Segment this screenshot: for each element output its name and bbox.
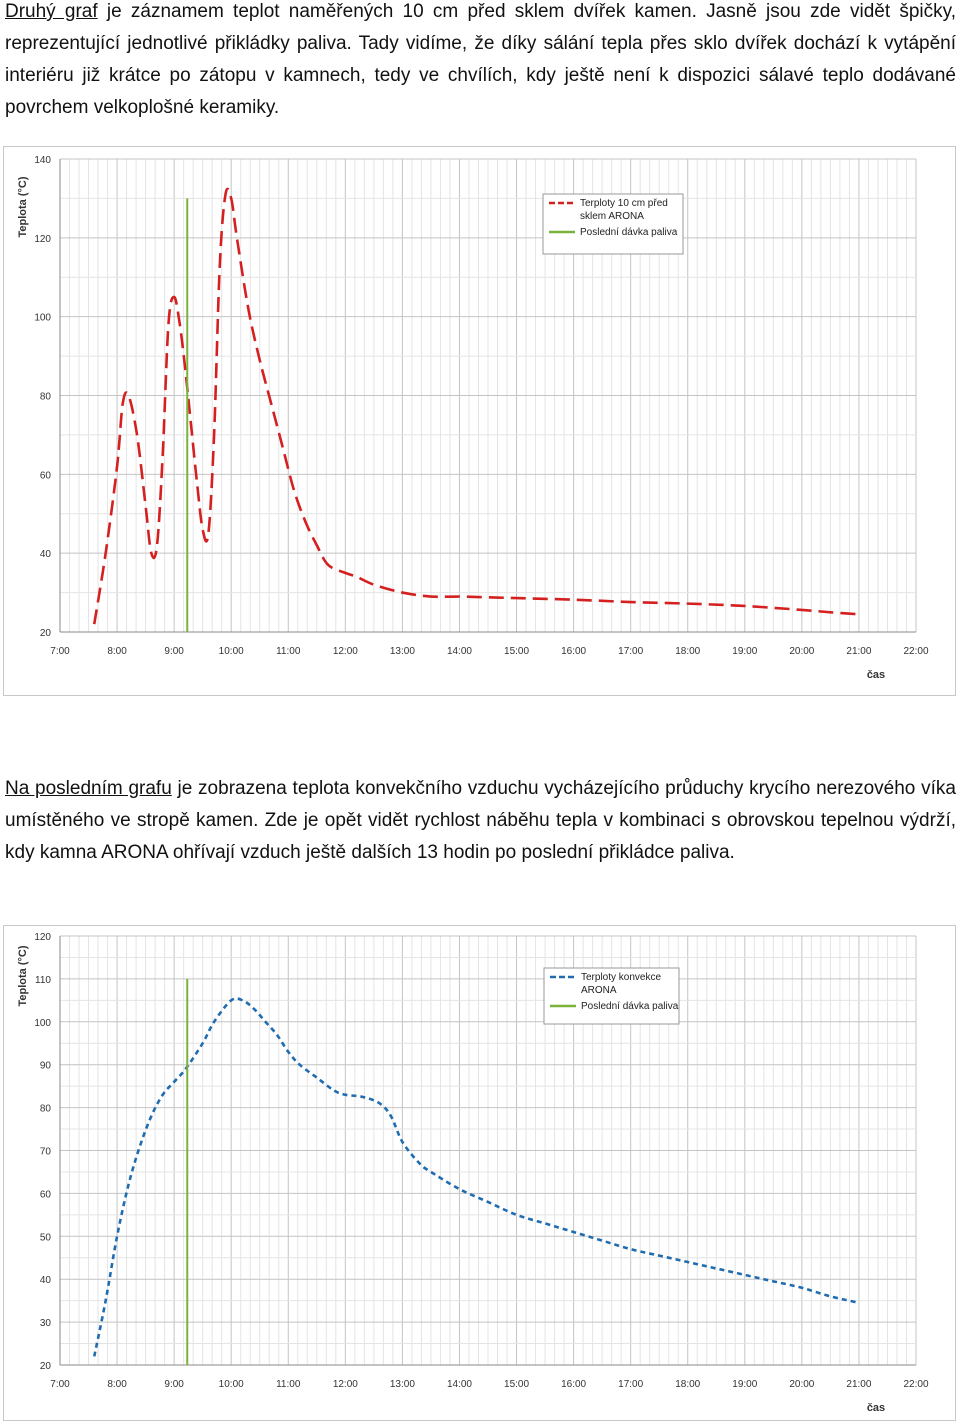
y-tick-label: 100 bbox=[34, 313, 51, 324]
y-tick-label: 80 bbox=[40, 1104, 52, 1115]
x-tick-label: 19:00 bbox=[732, 646, 757, 657]
x-axis-title: čas bbox=[867, 669, 885, 681]
x-tick-label: 14:00 bbox=[447, 646, 472, 657]
link-druhy-graf[interactable]: Druhý graf bbox=[5, 1, 98, 22]
x-tick-label: 22:00 bbox=[903, 1379, 928, 1390]
paragraph-chart1-description: Druhý graf je záznamem teplot naměřených… bbox=[5, 0, 956, 124]
chart-front-glass-temperature: 20 40 60 80 100 120 140 7:00 8:00 9:00 10:00 11:00 1… bbox=[3, 146, 956, 696]
y-tick-label: 120 bbox=[34, 932, 51, 943]
x-tick-label: 18:00 bbox=[675, 1379, 700, 1390]
x-tick-label: 17:00 bbox=[618, 1379, 643, 1390]
legend-label-1: Poslední dávka paliva bbox=[581, 1001, 679, 1012]
link-posledni-graf[interactable]: Na posledním grafu bbox=[5, 778, 172, 799]
y-tick-label: 20 bbox=[40, 1361, 52, 1372]
x-tick-label: 19:00 bbox=[732, 1379, 757, 1390]
x-tick-label: 15:00 bbox=[504, 1379, 529, 1390]
chart1-temperature-series bbox=[92, 187, 860, 625]
x-tick-label: 14:00 bbox=[447, 1379, 472, 1390]
x-tick-label: 21:00 bbox=[846, 646, 871, 657]
y-tick-label: 110 bbox=[35, 975, 51, 986]
paragraph1-text: je záznamem teplot naměřených 10 cm před… bbox=[5, 1, 956, 118]
y-tick-label: 80 bbox=[40, 392, 52, 403]
legend-label-0: sklem ARONA bbox=[580, 211, 644, 222]
y-axis-title: Teplota (°C) bbox=[17, 176, 29, 237]
x-tick-label: 22:00 bbox=[903, 646, 928, 657]
chart-convection-temperature: 20 30 40 50 60 70 80 90 100 110 120 7:00 8:00 9:00 10:… bbox=[3, 925, 956, 1421]
legend-label-0: ARONA bbox=[581, 985, 617, 996]
chart1-svg: 20 40 60 80 100 120 140 7:00 8:00 9:00 10:00 11:00 1… bbox=[17, 155, 929, 681]
y-tick-label: 50 bbox=[40, 1232, 52, 1243]
x-tick-label: 8:00 bbox=[107, 646, 127, 657]
paragraph-chart2-description: Na posledním grafu je zobrazena teplota … bbox=[5, 773, 956, 869]
x-tick-label: 21:00 bbox=[846, 1379, 871, 1390]
y-tick-label: 140 bbox=[34, 155, 51, 166]
x-tick-label: 11:00 bbox=[276, 1379, 301, 1390]
x-tick-label: 13:00 bbox=[390, 646, 415, 657]
x-tick-label: 7:00 bbox=[50, 1379, 70, 1390]
y-axis-title: Teplota (°C) bbox=[17, 945, 29, 1006]
x-axis-title: čas bbox=[867, 1402, 885, 1414]
y-tick-label: 100 bbox=[34, 1018, 51, 1029]
y-tick-label: 120 bbox=[34, 234, 51, 245]
x-tick-label: 13:00 bbox=[390, 1379, 415, 1390]
y-tick-label: 40 bbox=[40, 1275, 52, 1286]
legend-label-0: Terploty 10 cm před bbox=[580, 198, 668, 209]
x-tick-label: 8:00 bbox=[107, 1379, 127, 1390]
x-tick-label: 16:00 bbox=[561, 1379, 586, 1390]
chart1-legend bbox=[542, 193, 684, 255]
y-tick-label: 60 bbox=[40, 1189, 52, 1200]
x-tick-label: 7:00 bbox=[50, 646, 70, 657]
x-tick-label: 9:00 bbox=[164, 1379, 184, 1390]
x-tick-label: 17:00 bbox=[618, 646, 643, 657]
chart2-legend bbox=[543, 967, 680, 1025]
x-tick-label: 20:00 bbox=[789, 646, 814, 657]
y-tick-label: 70 bbox=[40, 1147, 52, 1158]
y-tick-label: 30 bbox=[40, 1318, 52, 1329]
x-tick-label: 18:00 bbox=[675, 646, 700, 657]
y-tick-label: 90 bbox=[40, 1061, 52, 1072]
x-tick-label: 16:00 bbox=[561, 646, 586, 657]
y-tick-label: 20 bbox=[40, 628, 52, 639]
y-tick-label: 40 bbox=[40, 549, 52, 560]
paragraph2-text: je zobrazena teplota konvekčního vzduchu… bbox=[5, 778, 956, 863]
x-tick-label: 20:00 bbox=[789, 1379, 814, 1390]
x-tick-label: 12:00 bbox=[333, 646, 358, 657]
chart2-temperature-series bbox=[92, 997, 860, 1357]
x-tick-label: 15:00 bbox=[504, 646, 529, 657]
legend-label-0: Terploty konvekce bbox=[581, 972, 661, 983]
x-tick-label: 12:00 bbox=[333, 1379, 358, 1390]
y-tick-label: 60 bbox=[40, 470, 52, 481]
chart2-svg: 20 30 40 50 60 70 80 90 100 110 120 7:00 8:00 9:00 10:… bbox=[17, 932, 929, 1414]
x-tick-label: 11:00 bbox=[276, 646, 301, 657]
legend-label-1: Poslední dávka paliva bbox=[580, 227, 678, 238]
x-tick-label: 10:00 bbox=[219, 646, 244, 657]
x-tick-label: 9:00 bbox=[164, 646, 184, 657]
x-tick-label: 10:00 bbox=[219, 1379, 244, 1390]
